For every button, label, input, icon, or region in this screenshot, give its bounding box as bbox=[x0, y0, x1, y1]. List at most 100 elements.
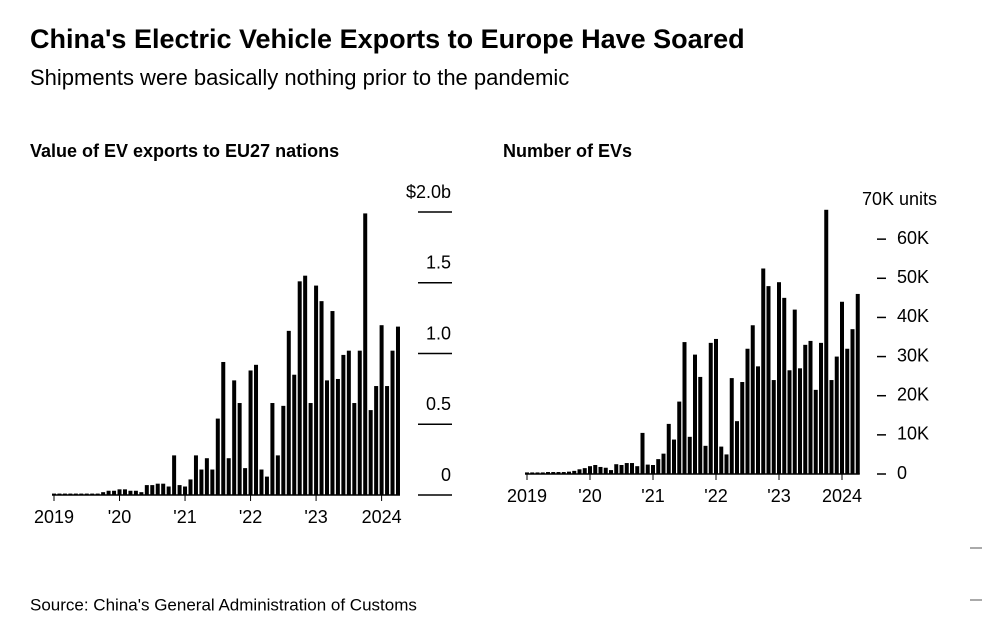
x-tick-label: '23 bbox=[304, 507, 327, 527]
x-tick-label: 2019 bbox=[507, 486, 547, 506]
y-tick-label: 0 bbox=[441, 465, 451, 485]
bar bbox=[614, 464, 619, 474]
bar bbox=[567, 471, 571, 474]
bar bbox=[551, 472, 556, 474]
bar bbox=[535, 472, 540, 474]
y-tick-label: 0.5 bbox=[426, 394, 451, 414]
bar bbox=[237, 403, 242, 495]
x-tick-label: '21 bbox=[641, 486, 664, 506]
bar bbox=[735, 421, 739, 474]
bar bbox=[199, 469, 204, 495]
bar bbox=[798, 368, 802, 474]
bar bbox=[640, 432, 645, 474]
bar bbox=[215, 418, 220, 495]
bar bbox=[540, 472, 545, 474]
bar bbox=[792, 309, 797, 474]
y-tick-label: 20K bbox=[897, 384, 929, 404]
bar bbox=[275, 455, 280, 495]
bar bbox=[139, 492, 144, 495]
bar bbox=[761, 268, 766, 474]
bar bbox=[577, 469, 582, 474]
bar bbox=[740, 382, 745, 474]
bar bbox=[582, 468, 587, 474]
bar bbox=[106, 490, 111, 495]
y-tick-label: 70K units bbox=[862, 189, 937, 209]
bar bbox=[357, 350, 362, 495]
bar bbox=[756, 366, 760, 474]
chart-title: Number of EVs bbox=[503, 141, 632, 161]
bar bbox=[525, 472, 529, 474]
bar bbox=[666, 423, 671, 474]
page-subtitle: Shipments were basically nothing prior t… bbox=[30, 65, 569, 90]
bar bbox=[603, 467, 608, 474]
x-tick-label: '20 bbox=[578, 486, 601, 506]
bar bbox=[395, 326, 400, 495]
bar bbox=[166, 486, 171, 495]
bar bbox=[368, 410, 373, 495]
bar bbox=[117, 489, 122, 495]
bar bbox=[101, 492, 106, 495]
x-tick-label: 2024 bbox=[822, 486, 862, 506]
bar bbox=[352, 403, 357, 495]
bar bbox=[813, 389, 818, 474]
x-tick-label: '23 bbox=[767, 486, 790, 506]
bar bbox=[708, 342, 713, 474]
bar bbox=[259, 469, 264, 495]
bar bbox=[319, 301, 324, 495]
chart-title: Value of EV exports to EU27 nations bbox=[30, 141, 339, 161]
bar bbox=[850, 329, 855, 474]
x-tick-label: '22 bbox=[239, 507, 262, 527]
bar bbox=[210, 469, 215, 495]
bar bbox=[855, 293, 860, 474]
bar bbox=[155, 483, 160, 495]
bar bbox=[729, 378, 734, 474]
bar bbox=[292, 374, 297, 495]
bar bbox=[719, 446, 724, 474]
source: Source: China's General Administration o… bbox=[30, 595, 417, 614]
bar bbox=[693, 354, 697, 474]
bar bbox=[609, 470, 613, 474]
bar bbox=[281, 405, 286, 495]
bar bbox=[588, 466, 592, 474]
bar bbox=[346, 350, 351, 495]
bar bbox=[771, 380, 776, 474]
bar bbox=[363, 213, 368, 496]
bar bbox=[204, 458, 209, 495]
y-tick-label: 1.0 bbox=[426, 323, 451, 343]
bar bbox=[530, 472, 535, 474]
y-tick-label: 10K bbox=[897, 424, 929, 444]
bar bbox=[819, 342, 823, 474]
bar bbox=[232, 380, 237, 495]
bar bbox=[635, 466, 640, 474]
bar bbox=[687, 436, 692, 474]
bar bbox=[193, 455, 198, 495]
bar bbox=[248, 370, 253, 495]
bar bbox=[303, 275, 308, 495]
x-tick-label: 2024 bbox=[362, 507, 402, 527]
bar bbox=[593, 464, 598, 474]
y-tick-label: 30K bbox=[897, 345, 929, 365]
bar bbox=[226, 458, 231, 495]
bar bbox=[144, 485, 149, 495]
bar bbox=[297, 281, 302, 495]
y-tick-label: $2.0b bbox=[406, 182, 451, 202]
bar bbox=[834, 356, 839, 474]
bar bbox=[546, 472, 550, 474]
x-tick-label: '20 bbox=[108, 507, 131, 527]
bar bbox=[656, 459, 661, 474]
x-tick-label: '21 bbox=[173, 507, 196, 527]
bar bbox=[661, 453, 666, 474]
bar bbox=[112, 490, 117, 495]
bar bbox=[630, 463, 634, 474]
bar bbox=[390, 350, 395, 495]
bar bbox=[183, 486, 188, 495]
bar bbox=[161, 483, 166, 495]
bar bbox=[677, 401, 682, 474]
bar bbox=[325, 380, 329, 495]
bar bbox=[379, 325, 384, 495]
y-tick-label: 1.5 bbox=[426, 253, 451, 273]
bar bbox=[254, 364, 259, 495]
bar bbox=[698, 376, 703, 474]
